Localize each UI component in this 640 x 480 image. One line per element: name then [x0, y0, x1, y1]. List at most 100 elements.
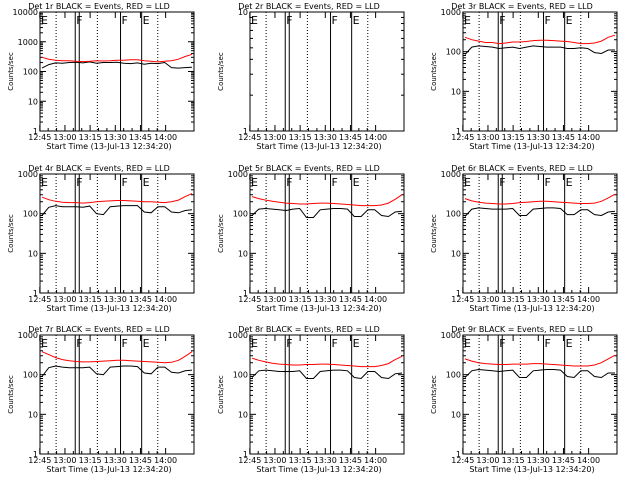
detector-plot-7: Det 7r BLACK = Events, RED = LLD 1 10 100 10…	[7, 325, 195, 474]
flag-letter: E	[143, 176, 150, 189]
y-tick-label: 1000	[18, 38, 38, 47]
x-tick-label: 13:45	[339, 295, 362, 304]
y-axis-label: Counts/sec	[217, 52, 225, 91]
detector-plot-6: Det 6r BLACK = Events, RED = LLD 1 10 100 10…	[430, 164, 618, 313]
plot-frame	[39, 11, 195, 132]
lld-series-line	[464, 34, 616, 45]
x-tick-label: 13:45	[552, 456, 575, 465]
x-tick-label: 14:00	[154, 295, 177, 304]
x-tick-label: 13:15	[79, 456, 102, 465]
y-tick-label: 1	[243, 289, 248, 298]
y-tick-label: 1000	[441, 8, 461, 17]
x-tick-label: 12:45	[238, 133, 261, 142]
lld-series-line	[464, 193, 616, 205]
x-tick-label: 13:45	[129, 295, 152, 304]
x-tick-label: 13:00	[53, 295, 76, 304]
detector-plot-5: Det 5r BLACK = Events, RED = LLD 1 10 100 10…	[217, 164, 405, 313]
x-tick-label: 14:00	[364, 456, 387, 465]
flag-letter: E	[251, 337, 258, 350]
x-axis-label: Start Time (13-Jul-13 12:34:20)	[46, 304, 171, 313]
x-tick-label: 13:15	[79, 133, 102, 142]
x-tick-label: 13:15	[502, 295, 525, 304]
y-tick-label: 100	[233, 371, 248, 380]
events-series-line	[251, 207, 403, 218]
y-tick-label: 1000	[441, 331, 461, 340]
x-axis-label: Start Time (13-Jul-13 12:34:20)	[256, 465, 381, 474]
y-tick-label: 1	[243, 127, 248, 136]
y-tick-label: 1000	[18, 331, 38, 340]
flag-letter: E	[566, 14, 573, 27]
y-tick-label: 100	[23, 68, 38, 77]
plot-title: Det 7r BLACK = Events, RED = LLD	[28, 325, 170, 334]
y-tick-label: 10	[238, 8, 248, 17]
y-tick-label: 10	[451, 249, 461, 258]
x-tick-label: 12:45	[28, 295, 51, 304]
x-axis-label: Start Time (13-Jul-13 12:34:20)	[256, 304, 381, 313]
x-tick-label: 13:30	[104, 133, 127, 142]
flag-letter: F	[76, 176, 82, 189]
x-tick-label: 14:00	[577, 456, 600, 465]
plot-frame	[249, 11, 405, 132]
y-tick-label: 100	[446, 210, 461, 219]
lld-series-line	[251, 194, 403, 207]
x-tick-label: 13:30	[527, 295, 550, 304]
y-tick-label: 10	[451, 410, 461, 419]
y-tick-label: 1	[33, 450, 38, 459]
flag-letter: F	[499, 176, 505, 189]
flag-letter: F	[286, 176, 292, 189]
y-tick-label: 1000	[228, 170, 248, 179]
lld-series-line	[251, 355, 403, 368]
y-axis-label: Counts/sec	[430, 214, 438, 253]
y-axis-label: Counts/sec	[7, 375, 15, 414]
flag-letter: E	[41, 176, 48, 189]
x-tick-label: 12:45	[238, 456, 261, 465]
x-tick-label: 14:00	[364, 295, 387, 304]
plot-frame	[249, 173, 405, 294]
x-tick-label: 13:45	[552, 133, 575, 142]
x-tick-label: 12:45	[238, 295, 261, 304]
lld-series-line	[464, 354, 616, 367]
plot-title: Det 1r BLACK = Events, RED = LLD	[28, 2, 170, 11]
flag-letter: F	[545, 176, 551, 189]
plot-title: Det 2r BLACK = Events, RED = LLD	[238, 2, 380, 11]
y-tick-label: 1	[33, 289, 38, 298]
x-tick-label: 12:45	[451, 295, 474, 304]
flag-letter: F	[545, 337, 551, 350]
events-series-line	[41, 205, 193, 216]
plot-frame	[462, 334, 618, 455]
lld-series-line	[41, 193, 193, 204]
x-tick-label: 13:15	[289, 295, 312, 304]
x-tick-label: 13:30	[104, 295, 127, 304]
flag-letter: E	[143, 14, 150, 27]
y-tick-label: 10	[28, 249, 38, 258]
x-tick-label: 13:15	[289, 133, 312, 142]
flag-letter: F	[286, 337, 292, 350]
plot-title: Det 8r BLACK = Events, RED = LLD	[238, 325, 380, 334]
x-tick-label: 13:30	[314, 133, 337, 142]
x-tick-label: 13:15	[502, 456, 525, 465]
y-tick-label: 1	[456, 450, 461, 459]
flag-letter: E	[143, 337, 150, 350]
x-tick-label: 13:45	[129, 133, 152, 142]
flag-letter: E	[353, 176, 360, 189]
x-tick-label: 13:15	[289, 456, 312, 465]
y-tick-label: 100	[446, 48, 461, 57]
y-tick-label: 100	[23, 371, 38, 380]
detector-plot-9: Det 9r BLACK = Events, RED = LLD 1 10 100 10…	[430, 325, 618, 474]
x-tick-label: 13:00	[263, 133, 286, 142]
plot-title: Det 4r BLACK = Events, RED = LLD	[28, 164, 170, 173]
y-axis-label: Counts/sec	[430, 52, 438, 91]
detector-plot-8: Det 8r BLACK = Events, RED = LLD 1 10 100 10…	[217, 325, 405, 474]
x-tick-label: 13:30	[104, 456, 127, 465]
events-series-line	[464, 45, 615, 55]
plot-title: Det 3r BLACK = Events, RED = LLD	[451, 2, 593, 11]
y-axis-label: Counts/sec	[217, 375, 225, 414]
x-axis-label: Start Time (13-Jul-13 12:34:20)	[256, 142, 381, 151]
x-tick-label: 13:00	[263, 456, 286, 465]
y-tick-label: 10000	[13, 8, 38, 17]
plot-frame	[462, 173, 618, 294]
x-tick-label: 13:15	[79, 295, 102, 304]
y-tick-label: 10	[28, 97, 38, 106]
events-series-line	[251, 369, 403, 380]
x-tick-label: 13:00	[263, 295, 286, 304]
